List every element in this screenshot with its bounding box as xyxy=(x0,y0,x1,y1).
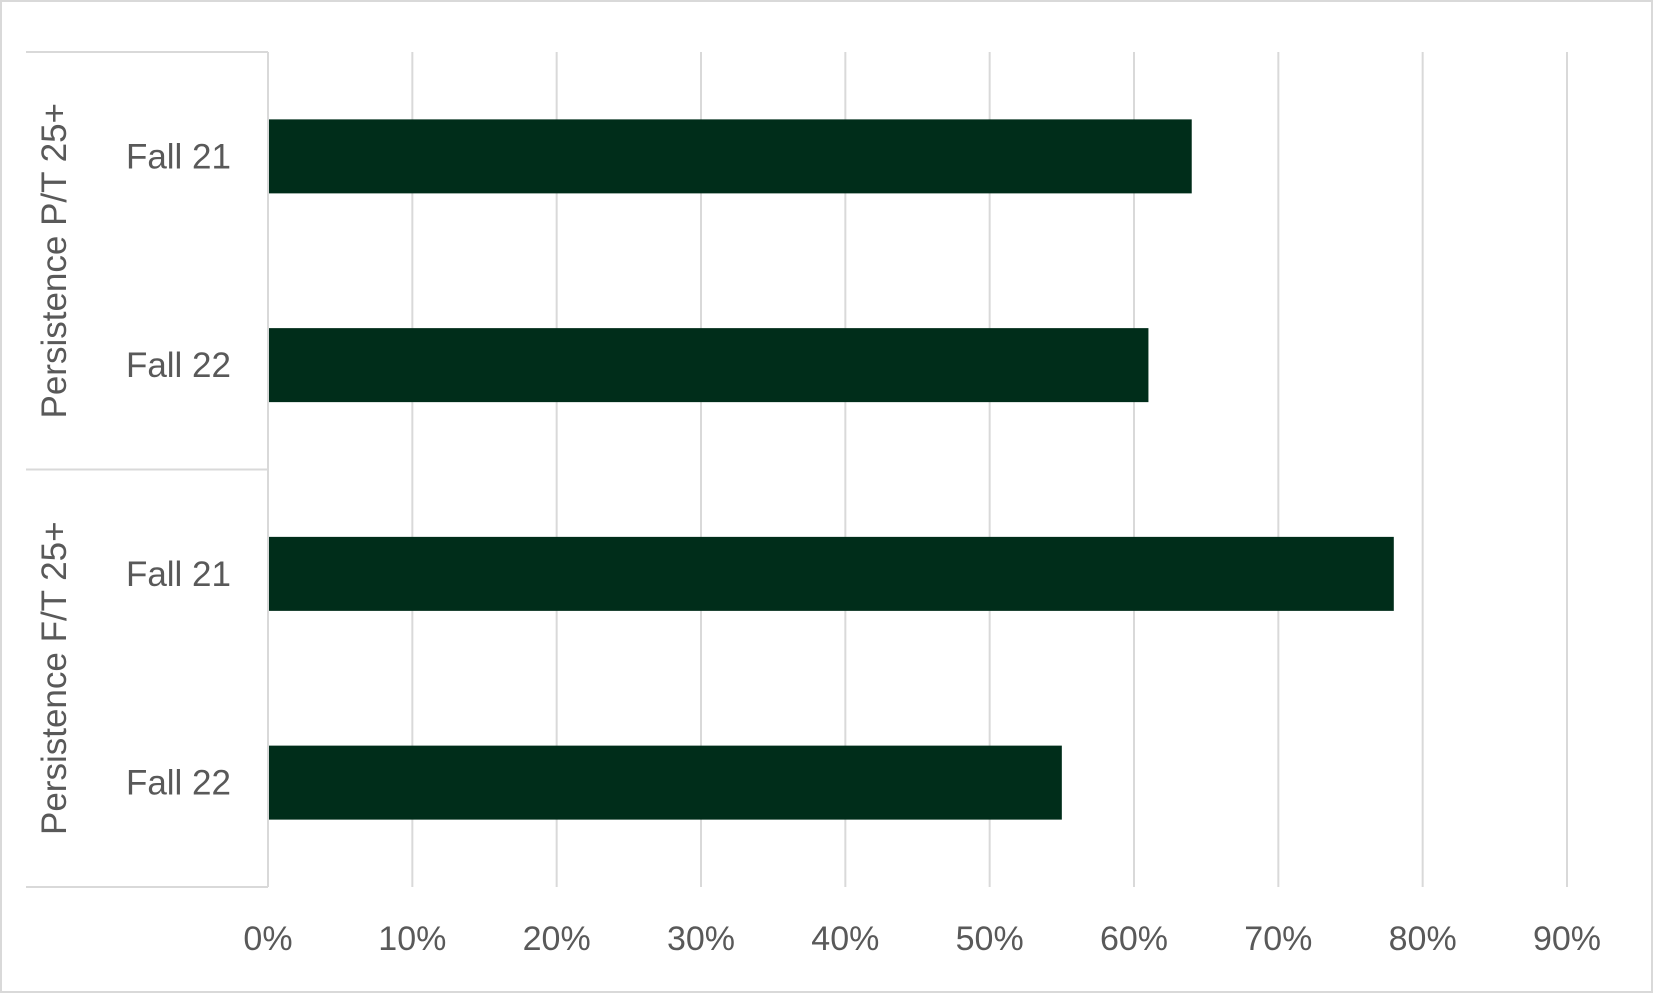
bar xyxy=(268,745,1062,820)
category-labels: Fall 21 Fall 22 Fall 21 Fall 22 xyxy=(126,137,231,802)
x-tick-label: 40% xyxy=(811,920,879,958)
category-label: Fall 21 xyxy=(126,555,231,594)
group-labels: Persistence P/T 25+ Persistence F/T 25+ xyxy=(35,103,74,835)
group-label: Persistence F/T 25+ xyxy=(35,521,74,835)
x-tick-label: 80% xyxy=(1389,920,1457,958)
x-tick-label: 0% xyxy=(243,920,292,958)
bar xyxy=(268,536,1394,611)
bar xyxy=(268,119,1192,194)
x-tick-label: 30% xyxy=(667,920,735,958)
x-tick-label: 70% xyxy=(1244,920,1312,958)
x-tick-label: 10% xyxy=(378,920,446,958)
x-tick-label: 60% xyxy=(1100,920,1168,958)
bars xyxy=(268,119,1394,820)
group-label: Persistence P/T 25+ xyxy=(35,103,74,419)
bar xyxy=(268,328,1149,403)
category-label: Fall 22 xyxy=(126,764,231,803)
category-label: Fall 22 xyxy=(126,346,231,385)
x-axis-tick-labels: 0% 10% 20% 30% 40% 50% 60% 70% 80% 90% xyxy=(243,920,1601,958)
x-tick-label: 90% xyxy=(1533,920,1601,958)
x-tick-label: 20% xyxy=(523,920,591,958)
x-tick-label: 50% xyxy=(956,920,1024,958)
category-axis xyxy=(26,51,269,888)
category-label: Fall 21 xyxy=(126,137,231,176)
